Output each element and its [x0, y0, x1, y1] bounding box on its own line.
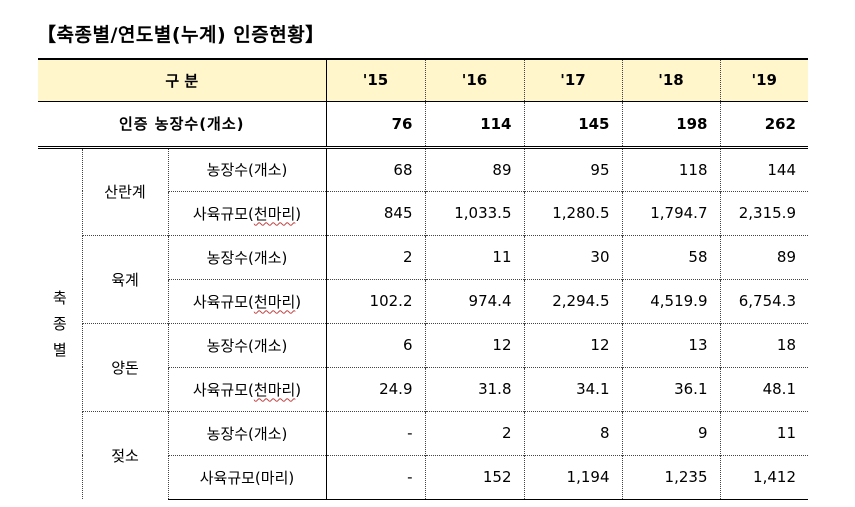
- table-row: 양돈 농장수(개소) 6 12 12 13 18: [38, 322, 808, 411]
- group-label-char: 축: [52, 288, 67, 307]
- header-year: '17: [523, 58, 622, 102]
- table-cell: 144: [719, 147, 808, 191]
- metric-label-text: 사육규모(천마리): [192, 380, 302, 399]
- table-cell: 1,412: [719, 454, 808, 500]
- table-row: 젖소 농장수(개소) -2 8 9 11: [38, 410, 808, 499]
- metric-label-text: 사육규모(천마리): [192, 204, 302, 223]
- table-cell: 68: [325, 147, 425, 191]
- total-value: 145: [523, 101, 622, 149]
- table-cell: 102.2: [325, 278, 425, 323]
- table-cell: 6: [325, 322, 425, 367]
- group-label-char: 별: [52, 340, 67, 359]
- table-cell: 8: [523, 410, 622, 455]
- table-cell: -: [325, 454, 425, 500]
- table-row: 축 종 별 산란계 농장수(개소) 68 89 95 118 144: [38, 147, 808, 359]
- table-cell: 845: [325, 190, 425, 235]
- table-row: 육계 농장수(개소) 2 11 30 58 89: [38, 234, 808, 323]
- table-cell: 9: [621, 410, 720, 455]
- spellcheck-underline: 천마리: [253, 204, 296, 223]
- table-cell: 2: [325, 234, 425, 279]
- table-cell: 89: [424, 147, 524, 191]
- header-year: '15: [325, 58, 425, 102]
- metric-label: 사육규모(마리): [167, 454, 326, 500]
- metric-label: 사육규모(천마리): [167, 366, 326, 411]
- table-cell: 1,235: [621, 454, 720, 500]
- table-cell: 1,794.7: [621, 190, 720, 235]
- metric-label: 농장수(개소): [167, 147, 326, 191]
- table-cell: 58: [621, 234, 720, 279]
- table-cell: 1,194: [523, 454, 622, 500]
- header-year: '18: [621, 58, 720, 102]
- metric-label-text: 사육규모(천마리): [192, 292, 302, 311]
- metric-label: 농장수(개소): [167, 322, 326, 367]
- table-row: 사육규모(천마리) 845 1,033.5 1,280.5 1,794.7 2,315.9: [38, 190, 808, 235]
- table-cell: 24.9: [325, 366, 425, 411]
- table-row: 사육규모(천마리) 24.9 31.8 34.1 36.1 48.1: [38, 366, 808, 411]
- table-cell: 2,315.9: [719, 190, 808, 235]
- header-year: '19: [719, 58, 808, 102]
- table-cell: 152: [424, 454, 524, 500]
- metric-label-text: 농장수(개소): [206, 336, 288, 355]
- table-cell: 118: [621, 147, 720, 191]
- table-cell: 34.1: [523, 366, 622, 411]
- table-cell: 31.8: [424, 366, 524, 411]
- table-cell: 6,754.3: [719, 278, 808, 323]
- species-label: 산란계: [81, 147, 168, 235]
- table-cell: 30: [523, 234, 622, 279]
- total-value: 198: [621, 101, 720, 149]
- table-cell: 4,519.9: [621, 278, 720, 323]
- species-label: 육계: [81, 234, 168, 323]
- table-cell: 12: [523, 322, 622, 367]
- table-cell: -: [325, 410, 425, 455]
- total-value: 76: [325, 101, 425, 149]
- species-label: 젖소: [81, 410, 168, 499]
- metric-label-text: 농장수(개소): [206, 424, 288, 443]
- spellcheck-underline: 천마리: [253, 292, 296, 311]
- table-cell: 2,294.5: [523, 278, 622, 323]
- table-cell: 89: [719, 234, 808, 279]
- metric-label: 농장수(개소): [167, 410, 326, 455]
- table-cell: 48.1: [719, 366, 808, 411]
- total-value: 114: [424, 101, 524, 149]
- metric-label-text: 농장수(개소): [206, 161, 288, 179]
- metric-label-text: 농장수(개소): [206, 248, 288, 267]
- page-title: 【축종별/연도별(누계) 인증현황】: [37, 24, 325, 46]
- table-cell: 18: [719, 322, 808, 367]
- spellcheck-underline: 천마리: [253, 380, 296, 399]
- table-cell: 95: [523, 147, 622, 191]
- group-label-char: 종: [52, 314, 67, 333]
- table-cell: 2: [424, 410, 524, 455]
- header-year: '16: [424, 58, 524, 102]
- total-value: 262: [719, 101, 808, 149]
- table-cell: 11: [719, 410, 808, 455]
- table-row: 사육규모(천마리) 102.2 974.4 2,294.5 4,519.9 6,754.3: [38, 278, 808, 323]
- header-row: 구 분 '15 '16 '17 '18 '19: [38, 58, 808, 102]
- table-cell: 1,280.5: [523, 190, 622, 235]
- metric-label: 사육규모(천마리): [167, 278, 326, 323]
- total-label: 인증 농장수(개소): [38, 101, 326, 149]
- table-cell: 13: [621, 322, 720, 367]
- certification-table: 구 분 '15 '16 '17 '18 '19 인증 농장수(개소) 76 11…: [38, 58, 808, 500]
- table-row: 사육규모(마리) -152 1,194 1,235 1,412: [38, 454, 808, 500]
- species-label: 양돈: [81, 322, 168, 411]
- total-row: 인증 농장수(개소) 76 114 145 198 262: [38, 101, 808, 149]
- table-cell: 1,033.5: [424, 190, 524, 235]
- metric-label-text: 사육규모(마리): [199, 468, 295, 487]
- table-cell: 12: [424, 322, 524, 367]
- header-category: 구 분: [38, 58, 326, 102]
- metric-label: 사육규모(천마리): [167, 190, 326, 235]
- table-cell: 36.1: [621, 366, 720, 411]
- metric-label: 농장수(개소): [167, 234, 326, 279]
- table-cell: 11: [424, 234, 524, 279]
- table-cell: 974.4: [424, 278, 524, 323]
